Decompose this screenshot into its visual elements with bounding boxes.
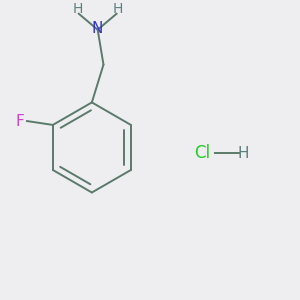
Text: H: H: [113, 2, 123, 16]
Text: F: F: [16, 113, 25, 128]
Text: H: H: [237, 146, 249, 161]
Text: N: N: [92, 21, 103, 36]
Text: H: H: [72, 2, 83, 16]
Text: Cl: Cl: [194, 144, 210, 162]
